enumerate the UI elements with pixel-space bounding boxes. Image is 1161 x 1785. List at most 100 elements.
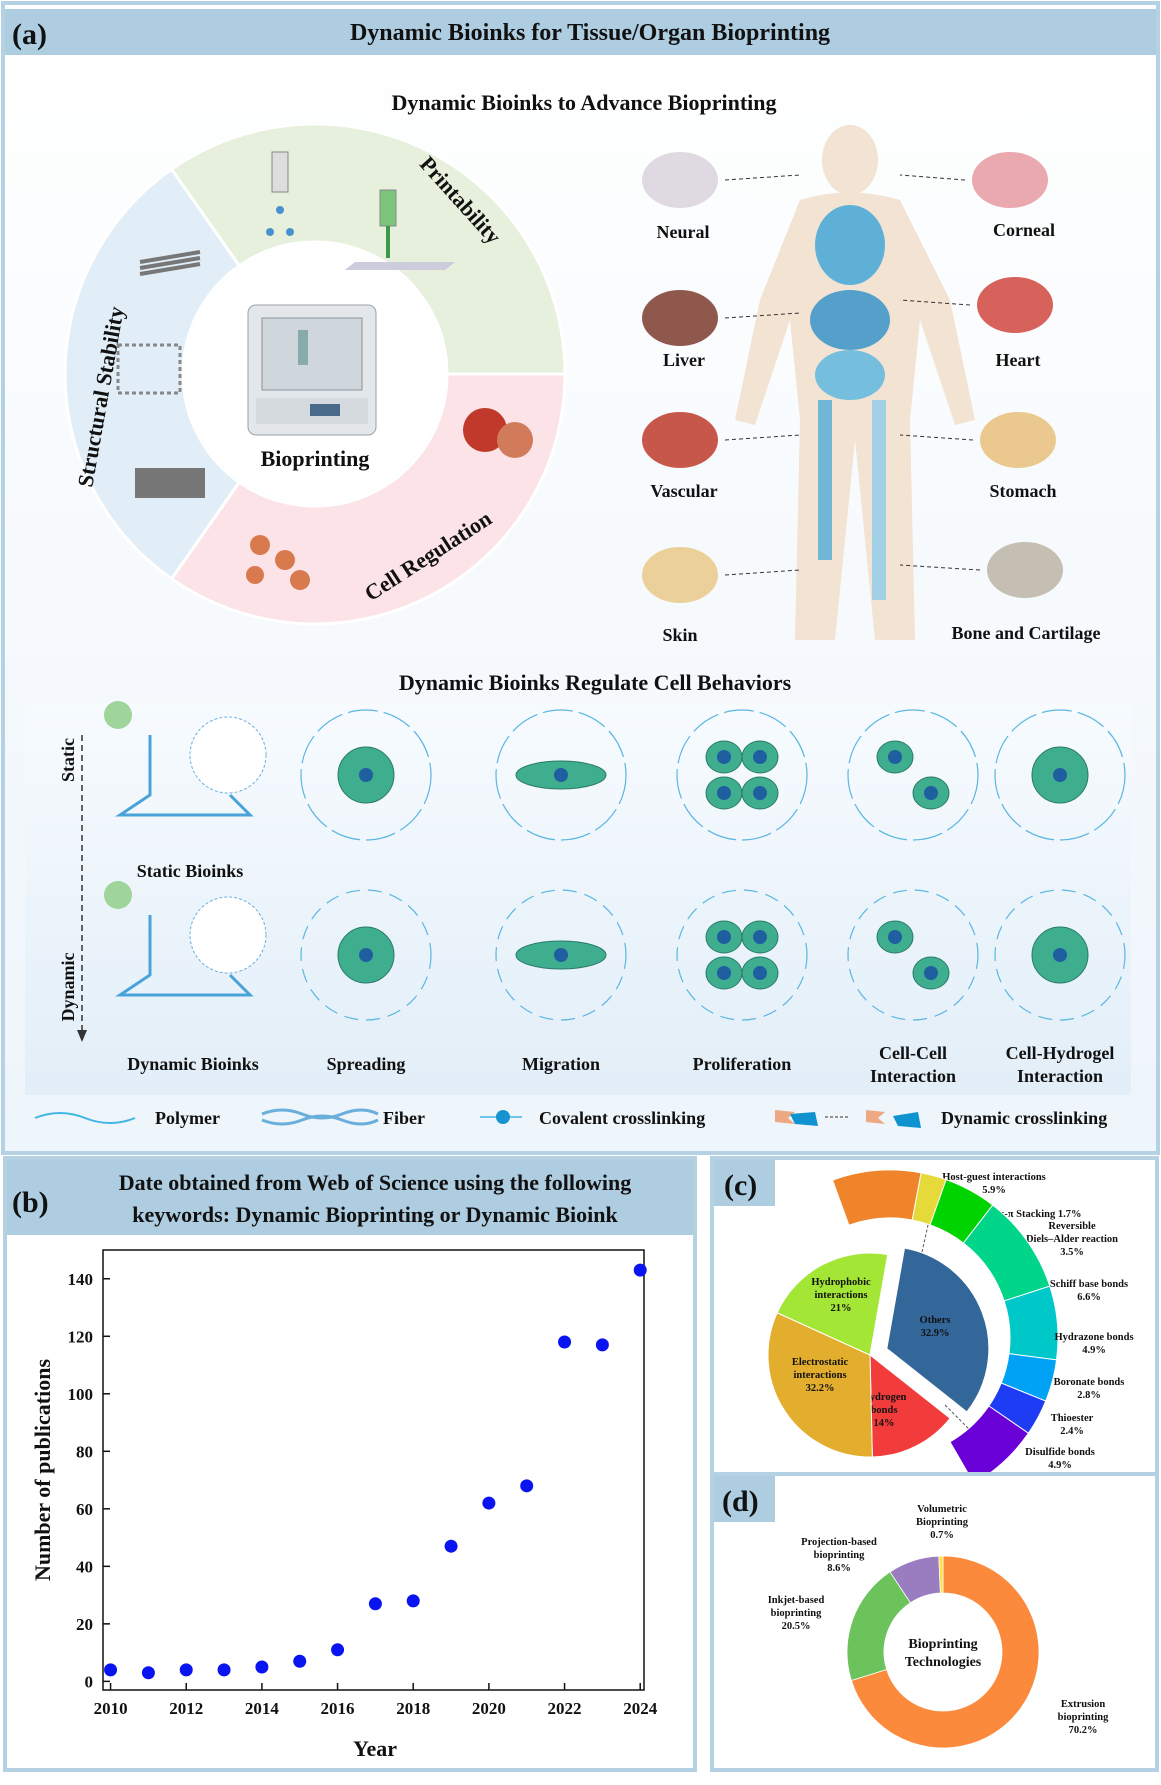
pie-label: 32.9% bbox=[921, 1328, 950, 1339]
data-point bbox=[217, 1663, 231, 1677]
y-tick-label: 100 bbox=[68, 1385, 94, 1404]
organ-connector bbox=[724, 434, 801, 441]
nucleus-icon bbox=[888, 930, 902, 944]
dynamic-printer-icon bbox=[115, 915, 254, 997]
scaffold-icons bbox=[116, 250, 205, 498]
nucleus-icon bbox=[753, 750, 767, 764]
ring-slice-disulfide-bonds bbox=[949, 1405, 1030, 1485]
stomach-icon bbox=[980, 412, 1056, 468]
organ-label-corneal: Corneal bbox=[993, 220, 1055, 240]
nucleus-icon bbox=[359, 768, 373, 782]
polymer-network bbox=[994, 889, 1126, 1021]
ring-label: π-π Stacking 1.7% bbox=[999, 1209, 1082, 1220]
static-printer-icon bbox=[115, 735, 254, 817]
data-point bbox=[141, 1666, 155, 1680]
ring-slice-host-guest-interactions bbox=[831, 1169, 922, 1226]
label-cell-cell-1: Cell-Cell bbox=[879, 1043, 947, 1063]
nucleus-icon bbox=[1053, 948, 1067, 962]
ring-label: Hydrazone bonds bbox=[1054, 1332, 1133, 1343]
panel-c-label: (c) bbox=[724, 1169, 757, 1202]
y-tick-label: 0 bbox=[85, 1672, 94, 1691]
nucleus-icon bbox=[717, 966, 731, 980]
data-point bbox=[255, 1660, 269, 1674]
organ-connector bbox=[899, 564, 981, 571]
legend-dynamic: Dynamic crosslinking bbox=[941, 1108, 1107, 1128]
pie-label: Hydrophobic bbox=[811, 1277, 871, 1288]
ring-label: 4.9% bbox=[1082, 1345, 1106, 1356]
nucleus-icon bbox=[554, 768, 568, 782]
ring-label: Thioester bbox=[1051, 1413, 1094, 1424]
pie-label: bonds bbox=[871, 1405, 898, 1416]
nucleus-icon bbox=[753, 786, 767, 800]
y-tick-label: 60 bbox=[76, 1500, 93, 1519]
donut-label: 0.7% bbox=[930, 1530, 954, 1541]
ring-label: 2.8% bbox=[1077, 1390, 1101, 1401]
polymer-network bbox=[495, 889, 627, 1021]
nucleus-icon bbox=[717, 786, 731, 800]
cell-cluster-icon bbox=[104, 881, 132, 909]
liver-icon bbox=[642, 290, 718, 346]
network-zoom-icon bbox=[189, 896, 267, 974]
nucleus-icon bbox=[717, 930, 731, 944]
pie-label: Electrostatic bbox=[792, 1357, 849, 1368]
polymer-network bbox=[994, 709, 1126, 841]
ring-label: Boronate bonds bbox=[1054, 1377, 1125, 1388]
organ-connector bbox=[899, 174, 966, 181]
nozzle-icon bbox=[266, 151, 294, 236]
x-tick-label: 2012 bbox=[169, 1699, 203, 1718]
organ-connector bbox=[724, 312, 801, 319]
axis-dynamic: Dynamic bbox=[58, 952, 78, 1021]
nucleus-icon bbox=[753, 930, 767, 944]
panel-c: (c) Others 32.9% Hydrogen bonds 14% Electrost… bbox=[710, 1156, 1159, 1485]
sector-printability-bg bbox=[169, 122, 567, 376]
panel-d: (d) Extrusion bioprinting 70.2% Inkjet-base… bbox=[710, 1472, 1159, 1772]
panel-b-label: (b) bbox=[12, 1186, 49, 1219]
pie-label: 14% bbox=[874, 1418, 895, 1429]
donut-center-label: Technologies bbox=[905, 1655, 982, 1670]
panel-d-label: (d) bbox=[722, 1485, 759, 1518]
data-point bbox=[520, 1479, 534, 1493]
cells-icon bbox=[246, 408, 533, 590]
ring-label: 3.5% bbox=[1060, 1247, 1084, 1258]
data-point bbox=[444, 1539, 458, 1553]
donut-center-label: Bioprinting bbox=[908, 1637, 977, 1652]
legend: Polymer Fiber Covalent crosslinking Dyna… bbox=[34, 1108, 1107, 1128]
data-point bbox=[558, 1335, 572, 1349]
donut-label: bioprinting bbox=[814, 1550, 866, 1561]
fiber-icon bbox=[261, 1108, 379, 1126]
pie-label: Others bbox=[920, 1315, 951, 1326]
legend-fiber: Fiber bbox=[383, 1108, 425, 1128]
donut-label: Extrusion bbox=[1061, 1699, 1106, 1710]
organ-connector bbox=[724, 174, 801, 181]
wheel-center-label: Bioprinting bbox=[261, 446, 370, 471]
nucleus-icon bbox=[554, 948, 568, 962]
panel-a-title: Dynamic Bioinks for Tissue/Organ Bioprin… bbox=[350, 20, 830, 46]
subtitle-regulate: Dynamic Bioinks Regulate Cell Behaviors bbox=[399, 670, 792, 695]
polymer-network bbox=[676, 889, 808, 1021]
data-point bbox=[179, 1663, 193, 1677]
neural-icon bbox=[642, 152, 718, 208]
pie-label: interactions bbox=[814, 1290, 867, 1301]
organ-label-skin: Skin bbox=[662, 625, 697, 645]
ring-label: Disulfide bonds bbox=[1025, 1447, 1095, 1458]
subtitle-advance: Dynamic Bioinks to Advance Bioprinting bbox=[391, 90, 776, 115]
pie-label: 21% bbox=[831, 1303, 852, 1314]
data-point bbox=[633, 1263, 647, 1277]
donut-slice-volumetric-bioprinting bbox=[938, 1555, 944, 1594]
human-body-illustration bbox=[735, 125, 975, 640]
data-point bbox=[104, 1663, 118, 1677]
donut-label: Inkjet-based bbox=[768, 1595, 825, 1606]
skin-icon bbox=[642, 547, 718, 603]
donut-label: Volumetric bbox=[917, 1504, 967, 1515]
label-migration: Migration bbox=[522, 1054, 600, 1074]
organ-connector bbox=[724, 569, 801, 576]
y-tick-label: 120 bbox=[68, 1327, 94, 1346]
label-cell-hydrogel-2: Interaction bbox=[1017, 1066, 1103, 1086]
polymer-icon bbox=[34, 1112, 136, 1124]
ring-label: Reversible bbox=[1048, 1221, 1096, 1232]
polymer-network bbox=[847, 889, 979, 1021]
y-tick-label: 40 bbox=[76, 1557, 93, 1576]
pie-slice-hydrophobic-interactions bbox=[776, 1252, 889, 1356]
data-point bbox=[482, 1496, 496, 1510]
